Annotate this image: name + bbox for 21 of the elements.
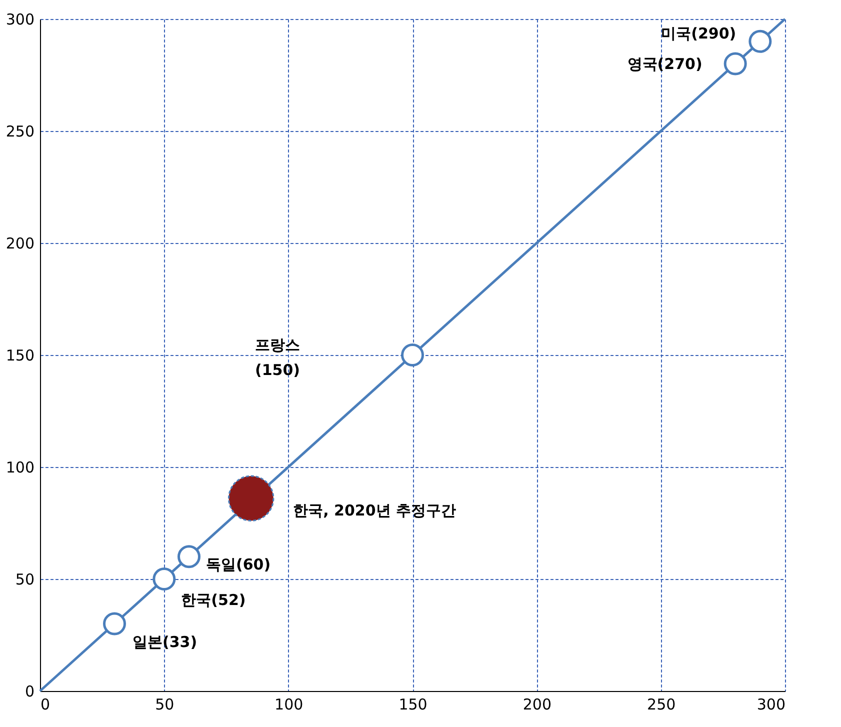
y-tick-label: 150 [6, 346, 34, 364]
x-tick-label: 0 [40, 696, 50, 714]
annotation: 한국(52) [181, 591, 246, 609]
y-tick-label: 50 [15, 570, 34, 588]
y-tick-label: 0 [24, 682, 34, 700]
y-tick-label: 300 [6, 10, 34, 28]
x-tick-label: 50 [155, 696, 174, 714]
x-tick-label: 100 [274, 696, 304, 714]
x-tick-label: 150 [398, 696, 428, 714]
annotation: 일본(33) [132, 632, 198, 651]
annotation: 독일(60) [206, 556, 271, 574]
x-tick-label: 200 [522, 696, 552, 714]
y-tick-label: 100 [6, 458, 34, 476]
y-tick-label: 250 [6, 122, 34, 140]
x-tick-label: 250 [647, 696, 676, 714]
x-tick-label: 300 [756, 696, 786, 714]
annotation: 프랑스 (150) [255, 336, 300, 379]
y-tick-label: 200 [6, 234, 34, 252]
annotation: 영국(270) [627, 54, 702, 73]
annotation: 미국(290) [661, 24, 736, 42]
annotation: 한국, 2020년 추정구간 [293, 501, 456, 520]
